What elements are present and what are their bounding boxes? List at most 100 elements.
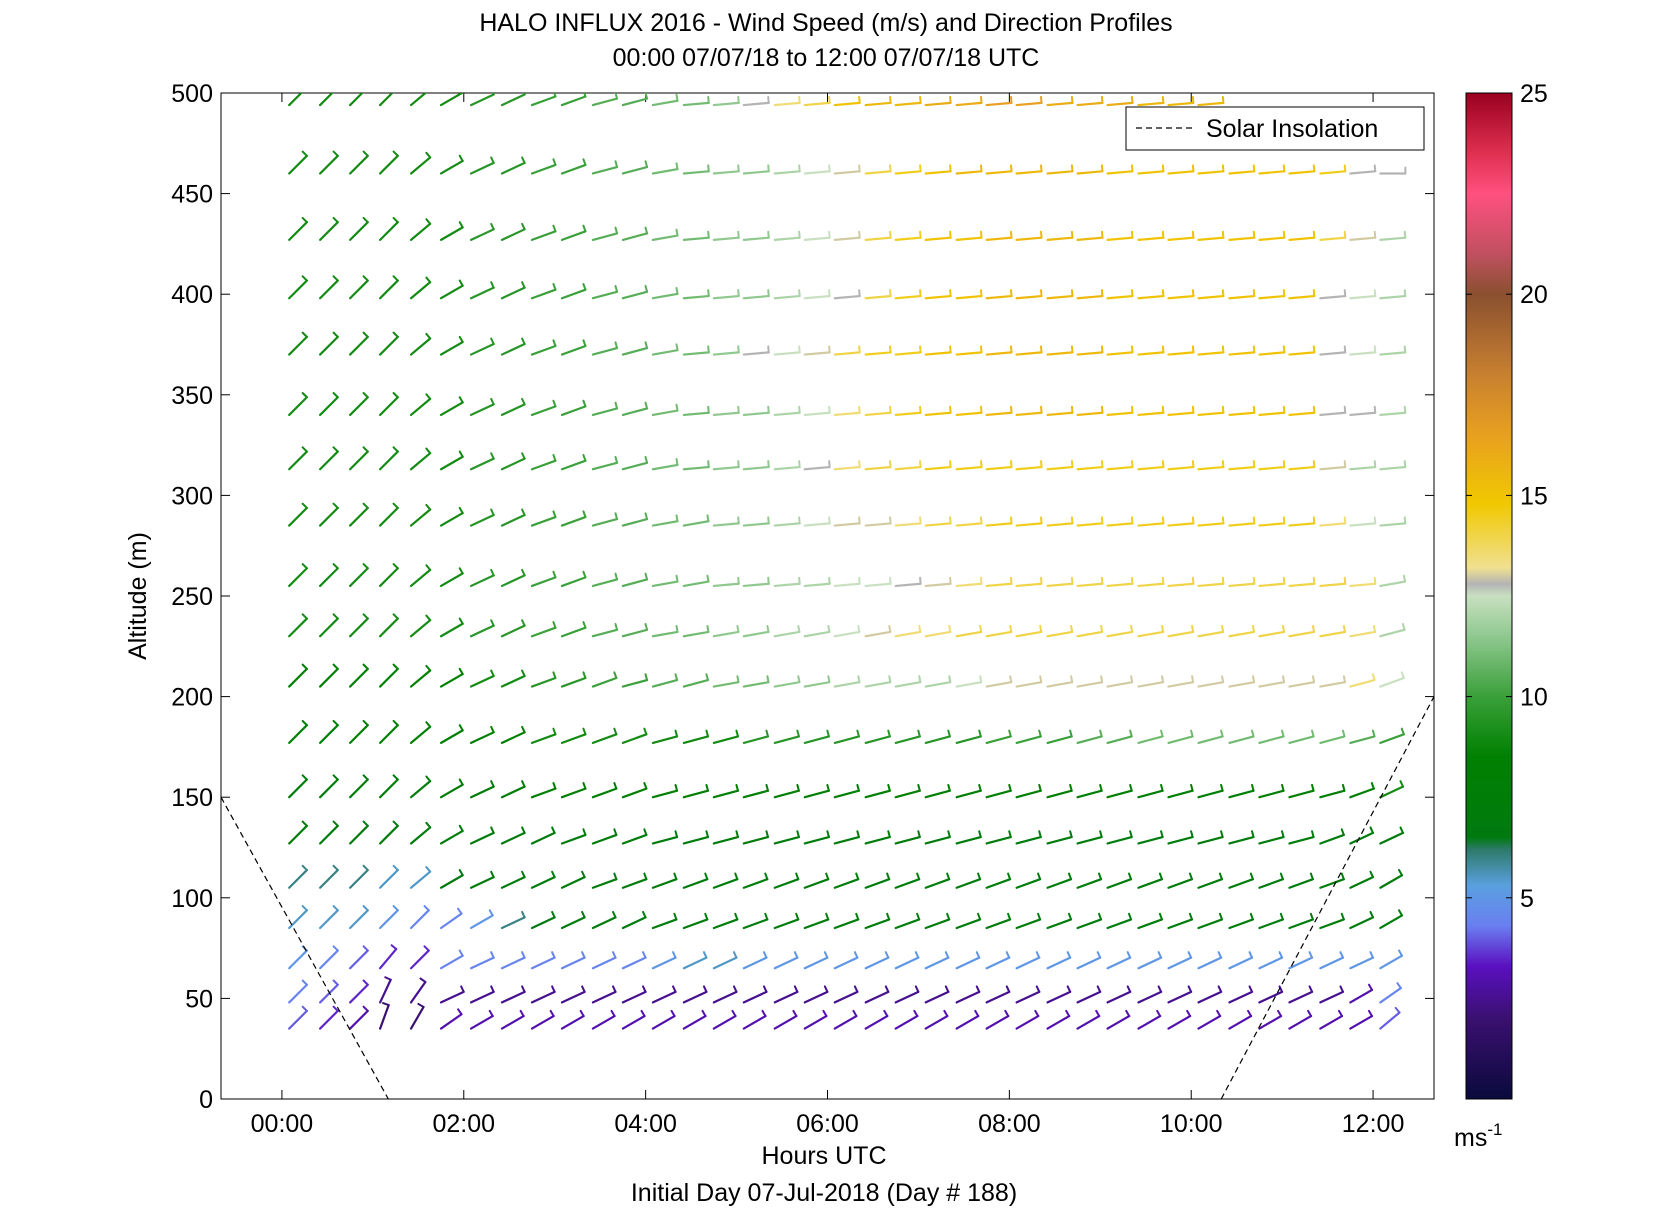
wind-barb-staff (773, 1014, 798, 1030)
wind-barb (1349, 782, 1375, 799)
wind-barb (1106, 729, 1133, 744)
wind-barb-feather (918, 675, 922, 684)
wind-barb-staff (894, 1014, 919, 1030)
wind-barb-feather (1100, 95, 1104, 104)
wind-barb-staff (803, 582, 831, 588)
wind-barb-feather (362, 979, 369, 986)
wind-barb-staff (500, 990, 526, 1004)
wind-barb (500, 870, 526, 889)
wind-barb-staff (985, 990, 1011, 1004)
wind-barb-staff (1288, 1014, 1313, 1030)
x-tick-label: 08:00 (978, 1110, 1041, 1138)
wind-barb-feather (1004, 1009, 1010, 1018)
wind-barb-feather (1312, 164, 1316, 173)
wind-barb-staff (1106, 681, 1134, 688)
wind-barb (591, 341, 619, 356)
wind-barb-feather (644, 572, 649, 581)
wind-barb-feather (798, 289, 801, 298)
wind-barb (1288, 460, 1316, 471)
wind-barb-staff (349, 450, 369, 471)
wind-barb-feather (1097, 912, 1103, 921)
wind-barb-staff (1046, 990, 1072, 1004)
wind-barb-staff (500, 161, 526, 175)
wind-barb-staff (924, 236, 952, 241)
wind-barb-staff (1349, 678, 1376, 688)
wind-barb-feather (766, 675, 770, 684)
wind-barb-staff (439, 672, 464, 688)
wind-barb-feather (978, 729, 982, 738)
wind-barb-feather (1161, 460, 1165, 469)
wind-barb-staff (985, 170, 1013, 175)
wind-barb-staff (500, 876, 526, 889)
wind-barb (560, 671, 587, 688)
wind-barb-feather (614, 512, 619, 521)
wind-barb (288, 820, 308, 845)
wind-barb-feather (425, 564, 432, 571)
wind-barb (894, 164, 922, 175)
wind-barb-staff (803, 918, 830, 930)
wind-barb-staff (924, 101, 952, 107)
wind-barb-staff (651, 234, 679, 241)
wind-barb-staff (682, 630, 710, 638)
wind-barb (742, 516, 770, 527)
wind-barb-staff (1319, 351, 1347, 356)
wind-barb-staff (742, 990, 768, 1004)
wind-barb-feather (458, 824, 464, 832)
wind-barb-feather (1005, 951, 1011, 959)
wind-barb (1106, 872, 1133, 889)
wind-barb-feather (1373, 576, 1377, 585)
wind-barb-feather (949, 460, 952, 469)
wind-barb-feather (301, 905, 308, 912)
wind-barb-feather (707, 405, 710, 414)
wind-barb-feather (798, 576, 801, 585)
wind-barb (349, 150, 369, 175)
wind-barb-feather (943, 1009, 949, 1018)
wind-barb (621, 160, 649, 175)
wind-barb-feather (1218, 872, 1223, 881)
wind-barb-feather (521, 568, 526, 577)
wind-barb-staff (651, 99, 679, 107)
wind-barb-staff (712, 170, 740, 175)
wind-barb (742, 95, 770, 107)
wind-barb (1167, 729, 1194, 744)
wind-barb-feather (490, 669, 495, 677)
wind-barb-staff (1015, 351, 1043, 356)
wind-barb-feather (980, 345, 983, 354)
wind-barb-feather (1100, 164, 1104, 173)
wind-barb (651, 783, 679, 799)
wind-barb (924, 345, 952, 356)
wind-barb-staff (773, 630, 801, 638)
wind-barb-feather (917, 729, 921, 738)
wind-barb-staff (833, 735, 861, 744)
wind-barb-feather (707, 95, 710, 104)
wind-barb-staff (1319, 878, 1345, 889)
wind-barb-feather (946, 872, 951, 881)
wind-barb-feather (643, 872, 648, 881)
wind-barb-feather (1128, 872, 1133, 881)
wind-barb-staff (924, 835, 951, 845)
wind-barb-feather (362, 331, 369, 338)
wind-barb (1258, 872, 1285, 889)
wind-barb (349, 864, 369, 889)
wind-barb (1015, 230, 1043, 241)
wind-barb (1076, 405, 1104, 417)
wind-barb-feather (1100, 576, 1104, 585)
wind-barb-feather (1221, 624, 1225, 633)
wind-barb (833, 830, 861, 845)
wind-barb-staff (864, 351, 892, 356)
wind-barb (1046, 516, 1074, 527)
wind-barb (469, 669, 495, 688)
wind-barb (1046, 912, 1073, 930)
wind-barb-feather (612, 951, 617, 959)
wind-barb (833, 624, 861, 638)
wind-barb-staff (1076, 411, 1104, 417)
wind-barb (955, 675, 983, 688)
wind-barb (439, 1008, 463, 1030)
wind-barb-staff (1076, 789, 1103, 799)
wind-barb (349, 979, 369, 1004)
wind-barb (894, 460, 922, 471)
wind-barb-staff (1015, 411, 1043, 417)
wind-barb-feather (1252, 345, 1256, 354)
wind-barb (1106, 576, 1134, 588)
wind-barb-staff (560, 876, 586, 889)
